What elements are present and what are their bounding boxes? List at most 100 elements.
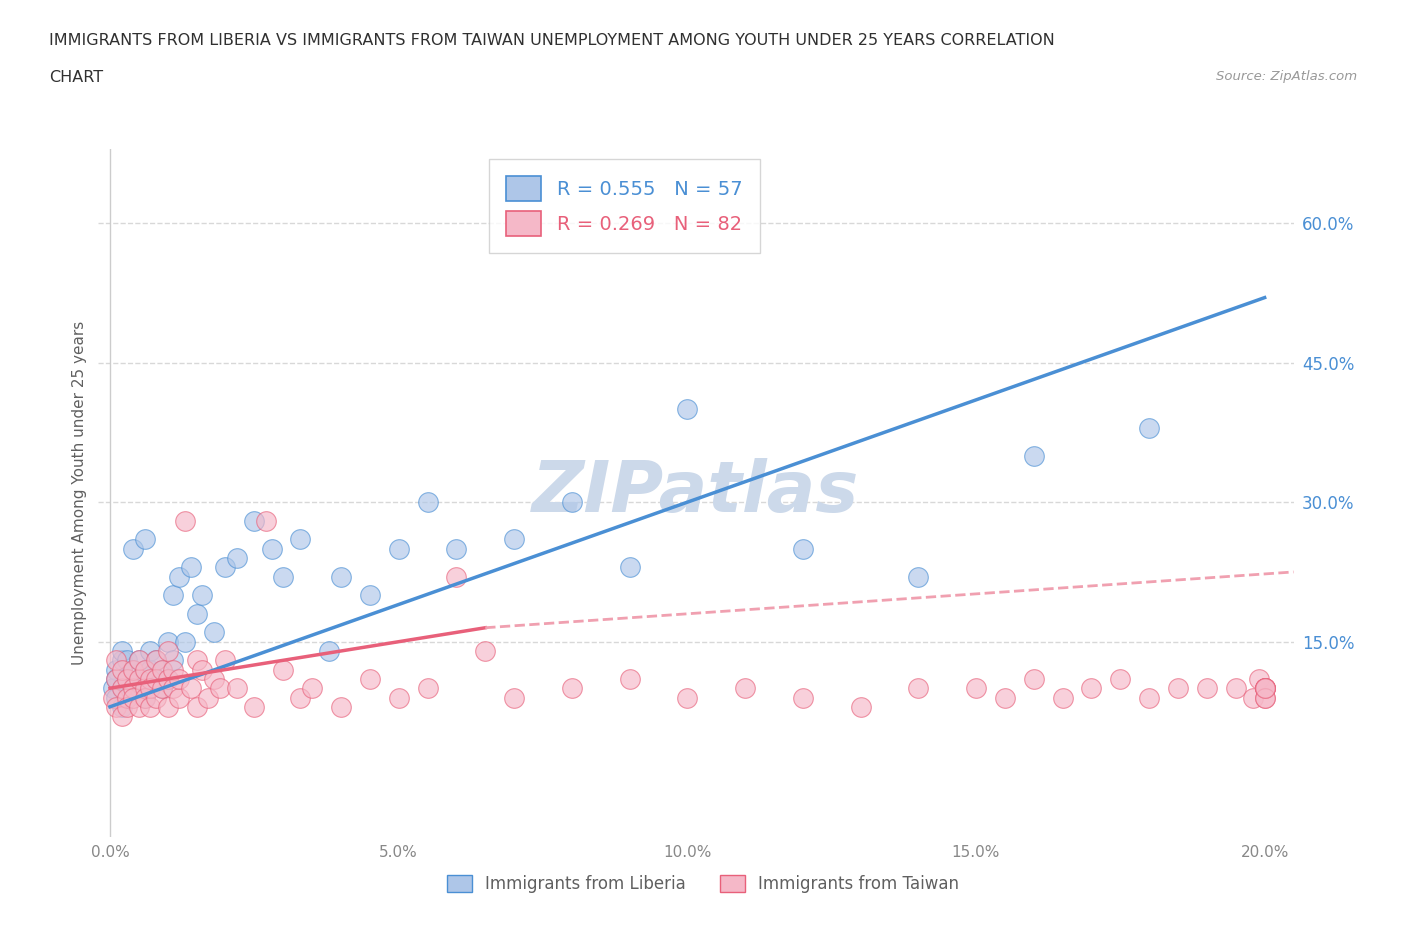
Point [117, 671, 139, 686]
Point [162, 681, 184, 696]
Point [226, 681, 249, 696]
Point [907, 569, 929, 584]
Point [416, 681, 439, 696]
Point [139, 662, 162, 677]
Point [388, 690, 411, 705]
Point [619, 560, 641, 575]
Point [156, 671, 179, 686]
Point [162, 588, 184, 603]
Point [561, 681, 583, 696]
Point [139, 681, 162, 696]
Point [139, 699, 162, 714]
Point [156, 634, 179, 649]
Point [446, 569, 468, 584]
Point [1137, 690, 1160, 705]
Point [122, 662, 145, 677]
Point [145, 671, 167, 686]
Point [1195, 681, 1218, 696]
Point [134, 662, 156, 677]
Point [1022, 448, 1045, 463]
Point [388, 541, 411, 556]
Point [180, 681, 202, 696]
Point [260, 541, 283, 556]
Point [145, 671, 167, 686]
Point [676, 690, 699, 705]
Point [101, 681, 124, 696]
Point [128, 671, 150, 686]
Point [994, 690, 1017, 705]
Point [191, 662, 214, 677]
Point [117, 690, 139, 705]
Text: ZIPatlas: ZIPatlas [533, 458, 859, 527]
Point [907, 681, 929, 696]
Point [329, 569, 352, 584]
Point [167, 569, 190, 584]
Point [676, 402, 699, 417]
Point [243, 513, 266, 528]
Point [128, 681, 150, 696]
Point [1167, 681, 1189, 696]
Point [1137, 420, 1160, 435]
Point [1253, 681, 1275, 696]
Point [104, 690, 127, 705]
Point [290, 532, 312, 547]
Point [271, 662, 294, 677]
Point [214, 653, 236, 668]
Point [1253, 690, 1275, 705]
Point [139, 681, 162, 696]
Point [104, 653, 127, 668]
Point [271, 569, 294, 584]
Point [197, 690, 219, 705]
Point [122, 681, 145, 696]
Point [139, 671, 162, 686]
Point [208, 681, 231, 696]
Point [243, 699, 266, 714]
Point [104, 699, 127, 714]
Point [1080, 681, 1102, 696]
Point [180, 560, 202, 575]
Point [104, 671, 127, 686]
Legend: R = 0.555   N = 57, R = 0.269   N = 82: R = 0.555 N = 57, R = 0.269 N = 82 [489, 158, 759, 253]
Text: Source: ZipAtlas.com: Source: ZipAtlas.com [1216, 70, 1357, 83]
Point [202, 625, 225, 640]
Point [214, 560, 236, 575]
Point [134, 662, 156, 677]
Point [110, 662, 132, 677]
Point [128, 653, 150, 668]
Point [128, 699, 150, 714]
Point [965, 681, 987, 696]
Point [134, 532, 156, 547]
Point [122, 681, 145, 696]
Point [416, 495, 439, 510]
Point [104, 671, 127, 686]
Point [150, 662, 173, 677]
Point [122, 690, 145, 705]
Point [134, 681, 156, 696]
Point [561, 495, 583, 510]
Point [150, 681, 173, 696]
Point [301, 681, 323, 696]
Point [156, 671, 179, 686]
Point [104, 662, 127, 677]
Point [122, 662, 145, 677]
Point [290, 690, 312, 705]
Point [1253, 690, 1275, 705]
Point [162, 662, 184, 677]
Point [139, 644, 162, 658]
Point [167, 690, 190, 705]
Point [254, 513, 277, 528]
Point [1253, 681, 1275, 696]
Point [1052, 690, 1074, 705]
Point [1109, 671, 1132, 686]
Legend: Immigrants from Liberia, Immigrants from Taiwan: Immigrants from Liberia, Immigrants from… [440, 869, 966, 899]
Point [1022, 671, 1045, 686]
Point [1253, 681, 1275, 696]
Point [156, 644, 179, 658]
Point [734, 681, 756, 696]
Text: IMMIGRANTS FROM LIBERIA VS IMMIGRANTS FROM TAIWAN UNEMPLOYMENT AMONG YOUTH UNDER: IMMIGRANTS FROM LIBERIA VS IMMIGRANTS FR… [49, 33, 1054, 47]
Point [1225, 681, 1247, 696]
Point [202, 671, 225, 686]
Point [186, 606, 208, 621]
Point [226, 551, 249, 565]
Point [318, 644, 340, 658]
